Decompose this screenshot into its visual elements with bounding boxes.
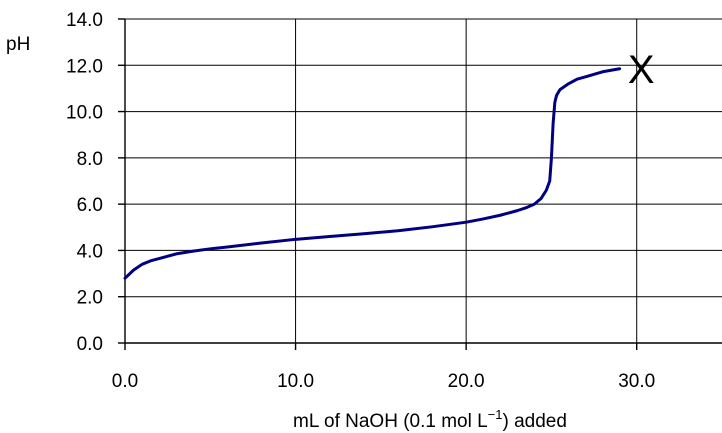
series xyxy=(123,67,622,280)
titration-curve xyxy=(123,67,622,280)
x-axis-title-suffix: ) added xyxy=(503,411,567,432)
y-axis-title: pH xyxy=(6,34,30,55)
y-tick-label: 8.0 xyxy=(77,149,103,170)
x-tick-label: 20.0 xyxy=(448,371,485,392)
x-axis-title: mL of NaOH (0.1 mol L−1) added xyxy=(293,407,567,432)
y-tick-label: 12.0 xyxy=(66,56,103,77)
x-tick-label: 30.0 xyxy=(618,371,655,392)
endpoint-marker-label: X xyxy=(628,48,655,92)
annotations: X xyxy=(628,48,655,92)
x-tick-label: 0.0 xyxy=(112,371,138,392)
axes xyxy=(118,18,722,350)
grid xyxy=(125,18,722,343)
x-axis-title-superscript: −1 xyxy=(488,407,503,422)
y-tick-label: 14.0 xyxy=(66,10,103,31)
y-tick-label: 4.0 xyxy=(77,241,103,262)
y-tick-label: 2.0 xyxy=(77,288,103,309)
x-tick-label: 10.0 xyxy=(277,371,314,392)
y-tick-label: 6.0 xyxy=(77,195,103,216)
x-axis-title-prefix: mL of NaOH (0.1 mol L xyxy=(293,411,488,432)
y-tick-label: 10.0 xyxy=(66,103,103,124)
tick-labels: 0.0 2.0 4.0 6.0 8.0 10.0 12.0 14.0 0.0 10.0 20.0 30… xyxy=(66,10,655,392)
y-tick-label: 0.0 xyxy=(77,334,103,355)
